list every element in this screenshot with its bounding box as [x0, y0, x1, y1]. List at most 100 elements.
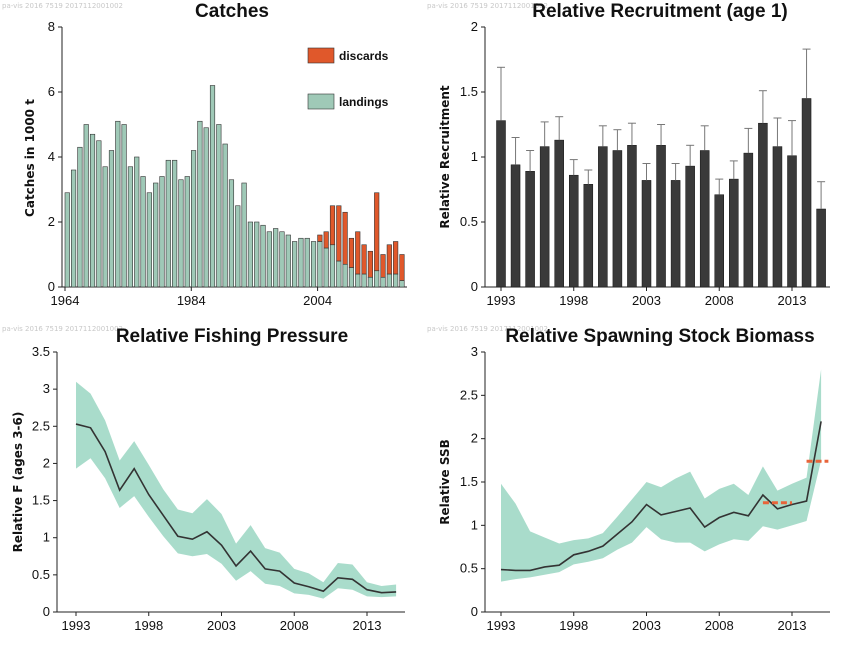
catches-landings-bar: [310, 241, 317, 288]
fishing-y-tick-label: 1.5: [32, 493, 50, 508]
catches-landings-bar: [292, 241, 298, 288]
recruitment-bar: [612, 150, 623, 288]
catches-landings-bar: [336, 260, 342, 288]
recruitment-bar: [787, 155, 797, 288]
catches-landings-bar: [165, 159, 171, 288]
fishing-y-tick-label: 2.5: [32, 418, 50, 433]
catches-landings-bar: [361, 273, 367, 288]
fishing-y-tick-label: 2: [43, 455, 50, 470]
recruitment-title: Relative Recruitment (age 1): [532, 1, 788, 22]
catches-landings-bar: [399, 280, 405, 288]
catches-landings-bar: [140, 176, 146, 288]
catches-landings-bar: [203, 127, 209, 288]
catches-y-axis-label: Catches in 1000 t: [23, 99, 37, 217]
ssb-x-tick-label: 1993: [487, 618, 516, 633]
recruitment-panel: pa-vis 2016 7519 2017112001002 Relative …: [427, 1, 830, 308]
catches-landings-bar: [348, 267, 355, 288]
catches-landings-bar: [380, 276, 386, 288]
catches-landings-bar: [247, 221, 253, 288]
fishing-x-tick-label: 1993: [62, 618, 91, 633]
legend-swatch-landings: [307, 93, 335, 110]
recruitment-x-tick-label: 2008: [705, 293, 734, 308]
catches-landings-bar: [329, 244, 336, 288]
catches-y-tick-label: 4: [48, 149, 55, 164]
recruitment-y-axis-label: Relative Recruitment: [438, 85, 452, 229]
catches-landings-bar: [216, 124, 222, 288]
recruitment-x-tick-label: 2003: [632, 293, 661, 308]
fishing-y-tick-label: 0.5: [32, 567, 50, 582]
catches-landings-bar: [108, 150, 115, 288]
catches-landings-bar: [241, 182, 247, 288]
catches-landings-bar: [71, 169, 77, 288]
catches-landings-bar: [209, 85, 216, 288]
fishing-y-tick-label: 0: [43, 604, 50, 619]
catches-discards-bar: [367, 250, 373, 278]
ssb-y-tick-label: 1: [471, 517, 478, 532]
recruitment-bar: [816, 208, 826, 288]
recruitment-bar: [539, 146, 550, 288]
catches-landings-bar: [393, 273, 399, 288]
catches-landings-bar: [134, 156, 140, 288]
recruitment-x-tick-label: 2013: [778, 293, 807, 308]
recruitment-bar: [569, 174, 579, 288]
recruitment-bar: [598, 146, 608, 288]
catches-landings-bar: [323, 247, 329, 288]
catches-landings-bar: [386, 273, 392, 288]
catches-landings-bar: [197, 120, 203, 288]
fishing-confidence-band: [76, 381, 397, 599]
ssb-panel: pa-vis 2016 7519 2017112001002 Relative …: [427, 325, 830, 633]
catches-landings-bar: [121, 124, 127, 288]
recruitment-bar: [714, 194, 724, 288]
ssb-x-tick-label: 2003: [632, 618, 661, 633]
legend-label-discards: discards: [339, 49, 389, 63]
catches-landings-bar: [172, 159, 178, 288]
catches-landings-bar: [222, 143, 228, 288]
ssb-x-tick-label: 1998: [559, 618, 588, 633]
recruitment-bar: [729, 178, 739, 288]
catches-landings-bar: [254, 221, 260, 288]
catches-discards-bar: [361, 244, 367, 275]
catches-landings-bar: [342, 263, 348, 288]
watermark: pa-vis 2016 7519 2017112001002: [427, 325, 548, 333]
catches-discards-bar: [374, 192, 380, 272]
catches-landings-bar: [279, 231, 285, 288]
recruitment-bar: [525, 171, 535, 288]
catches-landings-bar: [64, 192, 70, 288]
recruitment-bar: [496, 120, 506, 288]
recruitment-bar: [699, 150, 710, 288]
ssb-y-tick-label: 3: [471, 344, 478, 359]
ssb-y-tick-label: 2: [471, 431, 478, 446]
catches-landings-bar: [266, 231, 272, 288]
catches-landings-bar: [153, 182, 159, 288]
fishing-x-tick-label: 2003: [207, 618, 236, 633]
catches-landings-bar: [273, 228, 279, 288]
recruitment-bar: [554, 139, 564, 288]
catches-landings-bar: [374, 270, 380, 288]
catches-landings-bar: [159, 176, 165, 288]
catches-y-tick-label: 6: [48, 84, 55, 99]
legend-label-landings: landings: [339, 95, 389, 109]
ssb-y-tick-label: 1.5: [460, 474, 478, 489]
catches-landings-bar: [178, 179, 184, 288]
ssb-plot-area: 0 0.5 1 1.5 2 2.5 3 1993 1998 2003 2008 2013: [460, 344, 830, 633]
catches-landings-bar: [146, 192, 152, 288]
catches-landings-bar: [77, 146, 83, 288]
ssb-y-axis-label: Relative SSB: [438, 439, 452, 524]
fishing-x-tick-label: 2008: [280, 618, 309, 633]
catches-landings-bar: [260, 224, 266, 288]
catches-y-tick-label: 0: [48, 279, 55, 294]
recruitment-bar: [670, 180, 681, 288]
catches-landings-bar: [102, 166, 108, 288]
catches-landings-bar: [298, 237, 304, 288]
fishing-x-tick-label: 1998: [134, 618, 163, 633]
recruitment-y-tick-label: 2: [471, 19, 478, 34]
catches-y-tick-label: 2: [48, 214, 55, 229]
catches-discards-bar: [380, 254, 386, 278]
fishing-title: Relative Fishing Pressure: [116, 326, 348, 347]
fishing-y-tick-label: 1: [43, 530, 50, 545]
catches-discards-bar: [317, 234, 323, 242]
fishing-plot-area: 0 0.5 1 1.5 2 2.5 3 3.5 1993 1998 2003 2008 2013: [32, 344, 405, 633]
fishing-x-tick-label: 2013: [353, 618, 382, 633]
recruitment-y-tick-label: 1.5: [460, 84, 478, 99]
